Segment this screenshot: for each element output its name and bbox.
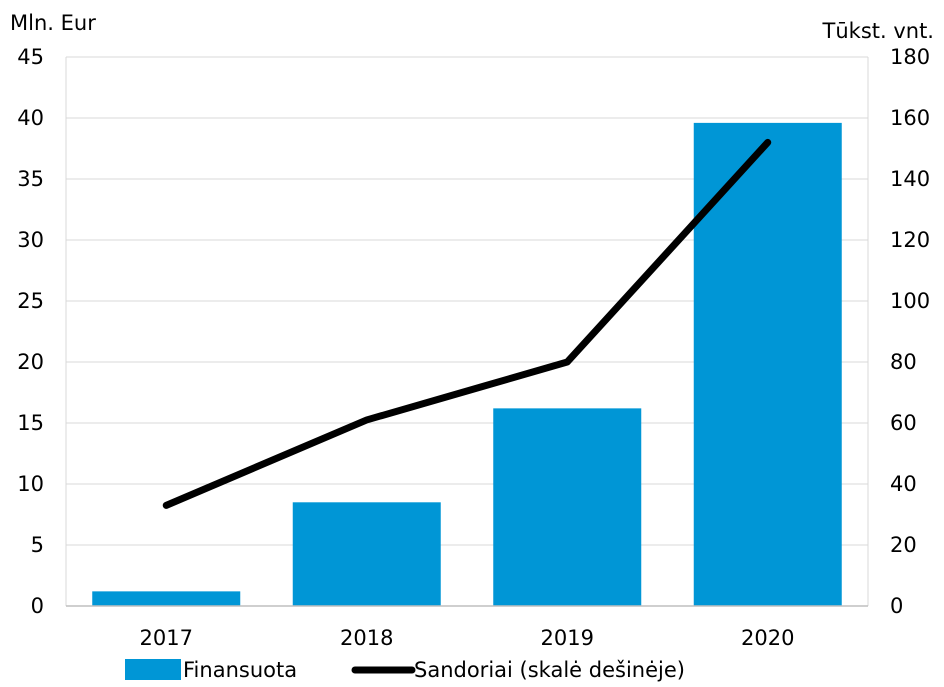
left-axis-tick-label: 20 [17, 350, 44, 374]
right-axis-unit-label: Tūkst. vnt. [822, 19, 934, 43]
gridlines [66, 117, 868, 546]
legend-swatch-finansuota [125, 659, 181, 680]
left-axis-tick-label: 25 [17, 289, 44, 313]
left-axis-unit-label: Mln. Eur [10, 11, 96, 35]
right-axis-tick-label: 60 [890, 411, 917, 435]
bar-finansuota-2019 [493, 408, 642, 606]
right-axis-tick-label: 140 [890, 167, 930, 191]
x-axis-tick-label: 2017 [140, 626, 193, 650]
right-axis-tick-label: 80 [890, 350, 917, 374]
legend-label-sandoriai: Sandoriai (skalė dešinėje) [414, 658, 685, 682]
point-sandoriai-2017 [165, 504, 167, 506]
left-axis-tick-label: 30 [17, 228, 44, 252]
x-axis-tick-label: 2020 [741, 626, 794, 650]
legend: Finansuota Sandoriai (skalė dešinėje) [125, 658, 685, 682]
right-axis-tick-label: 0 [890, 594, 903, 618]
right-axis-tick-label: 160 [890, 106, 930, 130]
left-axis-tick-label: 45 [17, 45, 44, 69]
left-axis-tick-label: 40 [17, 106, 44, 130]
bar-finansuota-2017 [92, 591, 241, 606]
right-axis-tick-label: 100 [890, 289, 930, 313]
point-sandoriai-2020 [767, 141, 769, 143]
left-axis-tick-label: 5 [31, 533, 44, 557]
plot-frame [65, 56, 869, 607]
left-axis-tick-label: 0 [31, 594, 44, 618]
legend-label-finansuota: Finansuota [183, 658, 297, 682]
bar-series-finansuota [92, 122, 842, 606]
x-axis-tick-label: 2019 [541, 626, 594, 650]
left-axis-tick-label: 10 [17, 472, 44, 496]
right-axis-tick-label: 120 [890, 228, 930, 252]
left-axis-ticks: 0 5 10 15 20 25 30 35 40 45 [17, 45, 44, 618]
left-axis-tick-label: 35 [17, 167, 44, 191]
bar-finansuota-2020 [693, 122, 842, 606]
right-axis-tick-label: 20 [890, 533, 917, 557]
point-sandoriai-2018 [366, 419, 368, 421]
right-axis-tick-label: 40 [890, 472, 917, 496]
left-axis-tick-label: 15 [17, 411, 44, 435]
x-axis-ticks: 2017 2018 2019 2020 [140, 626, 795, 650]
point-sandoriai-2019 [566, 361, 568, 363]
right-axis-tick-label: 180 [890, 45, 930, 69]
bar-finansuota-2018 [292, 502, 441, 606]
line-sandoriai [162, 138, 772, 509]
right-axis-ticks: 0 20 40 60 80 100 120 140 160 180 [890, 45, 930, 618]
line-series-sandoriai [162, 138, 772, 509]
x-axis-tick-label: 2018 [340, 626, 393, 650]
